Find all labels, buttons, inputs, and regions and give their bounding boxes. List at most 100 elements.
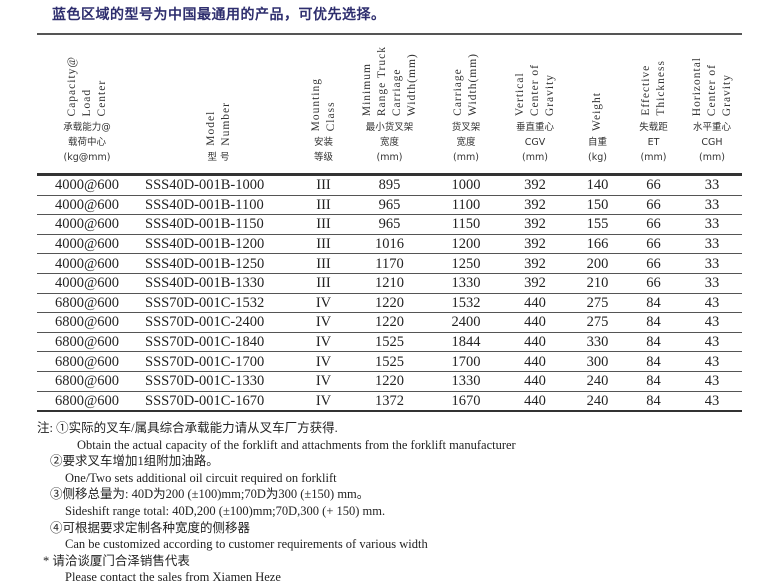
cell-cgv: 440 [500, 293, 570, 314]
header-en-line: Class [324, 101, 337, 131]
cell-mounting-class: IV [300, 293, 347, 314]
header-cgv: Vertical Center of Gravity 垂直重心 CGV (mm) [500, 33, 570, 176]
notes: 注: ①实际的叉车/属具综合承载能力请从叉车厂方获得. Obtain the ac… [37, 420, 516, 586]
cell-model: SSS70D-001C-1330 [137, 371, 300, 392]
cell-carriage-width: 1000 [432, 174, 500, 196]
header-zh-line: (mm) [453, 152, 479, 163]
cell-cgh: 33 [682, 214, 742, 235]
header-en-label: Model Number [204, 102, 234, 146]
header-zh-label: 垂直重心 CGV (mm) [516, 120, 554, 165]
cell-carriage-width: 1532 [432, 293, 500, 314]
header-en-label: Effective Thickness [639, 60, 669, 116]
table-row: 6800@600 SSS70D-001C-1840 IV 1525 1844 440 330… [37, 332, 742, 353]
cell-model: SSS40D-001B-1100 [137, 195, 300, 216]
cell-et: 84 [625, 312, 682, 333]
cell-cgh: 43 [682, 371, 742, 392]
header-zh-line: (kg@mm) [63, 152, 111, 163]
header-en-line: Number [219, 102, 232, 146]
header-en-line: Carriage [452, 68, 464, 116]
header-zh-line: 型 号 [207, 152, 230, 163]
table-row: 6800@600 SSS70D-001C-1670 IV 1372 1670 440 240… [37, 391, 742, 413]
cell-mounting-class: IV [300, 351, 347, 372]
cell-cgv: 392 [500, 234, 570, 255]
header-en-line: Width(mm) [405, 53, 418, 116]
cell-min-carriage-width: 1220 [347, 293, 432, 314]
header-zh-line: 自重 [587, 137, 607, 148]
cell-mounting-class: III [300, 195, 347, 216]
cell-min-carriage-width: 895 [347, 174, 432, 196]
cell-min-carriage-width: 1170 [347, 253, 432, 274]
header-en-line: Gravity [543, 73, 556, 116]
header-en-line: Carriage [390, 68, 403, 116]
cell-et: 84 [625, 351, 682, 372]
cell-mounting-class: IV [300, 391, 347, 413]
note-line: ③侧移总量为: 40D为200 (±100)mm;70D为300 (±150) … [50, 487, 370, 502]
cell-weight: 300 [570, 351, 625, 372]
cell-cgh: 43 [682, 351, 742, 372]
cell-model: SSS40D-001B-1150 [137, 214, 300, 235]
header-en-label: Vertical Center of Gravity [513, 64, 558, 116]
cell-mounting-class: III [300, 273, 347, 294]
header-en-line: Range Truck [375, 45, 388, 116]
cell-model: SSS70D-001C-2400 [137, 312, 300, 333]
cell-et: 84 [625, 332, 682, 353]
header-carriage-width: Carriage Width(mm) 货叉架 宽度 (mm) [432, 33, 500, 176]
header-zh-line: (mm) [699, 152, 725, 163]
cell-weight: 210 [570, 273, 625, 294]
cell-carriage-width: 1700 [432, 351, 500, 372]
header-zh-line: 安装 [313, 137, 333, 148]
cell-cgh: 33 [682, 253, 742, 274]
header-en-line: Width(mm) [467, 53, 479, 116]
cell-carriage-width: 1330 [432, 273, 500, 294]
cell-capacity: 6800@600 [37, 391, 137, 413]
cell-capacity: 4000@600 [37, 234, 137, 255]
header-en-label: Weight [590, 92, 605, 131]
header-en-label: Capacity@ Load Center [65, 56, 110, 116]
header-zh-label: 最小货叉架 宽度 (mm) [366, 120, 414, 165]
header-zh-line: 承载能力@ [63, 122, 111, 133]
cell-cgh: 33 [682, 273, 742, 294]
cell-mounting-class: III [300, 234, 347, 255]
cell-capacity: 6800@600 [37, 332, 137, 353]
cell-min-carriage-width: 965 [347, 214, 432, 235]
cell-capacity: 4000@600 [37, 214, 137, 235]
header-zh-line: (mm) [522, 152, 548, 163]
header-zh-line: 水平重心 [692, 122, 731, 133]
table-row: 6800@600 SSS70D-001C-1330 IV 1220 1330 440 240… [37, 371, 742, 392]
header-zh-line: 等级 [313, 152, 333, 163]
cell-weight: 240 [570, 371, 625, 392]
cell-min-carriage-width: 965 [347, 195, 432, 216]
header-zh-label: 自重 (kg) [588, 135, 607, 165]
cell-min-carriage-width: 1220 [347, 312, 432, 333]
header-zh-line: 宽度 [379, 137, 399, 148]
header-zh-line: ET [647, 137, 660, 148]
cell-cgh: 43 [682, 332, 742, 353]
cell-cgh: 43 [682, 293, 742, 314]
cell-model: SSS70D-001C-1700 [137, 351, 300, 372]
cell-capacity: 6800@600 [37, 371, 137, 392]
cell-mounting-class: III [300, 253, 347, 274]
header-en-line: Weight [591, 92, 603, 131]
note-line: Obtain the actual capacity of the forkli… [77, 437, 516, 452]
cell-carriage-width: 1844 [432, 332, 500, 353]
cell-et: 66 [625, 214, 682, 235]
cell-mounting-class: IV [300, 371, 347, 392]
header-zh-label: 失载距 ET (mm) [639, 120, 668, 165]
table-row: 6800@600 SSS70D-001C-1700 IV 1525 1700 440 300… [37, 351, 742, 372]
cell-carriage-width: 1670 [432, 391, 500, 413]
cell-model: SSS40D-001B-1000 [137, 174, 300, 196]
header-zh-line: 载荷中心 [67, 137, 106, 148]
cell-carriage-width: 1250 [432, 253, 500, 274]
cell-cgv: 392 [500, 253, 570, 274]
header-zh-line: (mm) [640, 152, 667, 163]
cell-min-carriage-width: 1220 [347, 371, 432, 392]
cell-weight: 330 [570, 332, 625, 353]
cell-carriage-width: 1330 [432, 371, 500, 392]
cell-cgv: 440 [500, 391, 570, 413]
note-line: 注: ①实际的叉车/属具综合承载能力请从叉车厂方获得. [37, 421, 338, 435]
cell-weight: 150 [570, 195, 625, 216]
cell-capacity: 4000@600 [37, 273, 137, 294]
table-row: 6800@600 SSS70D-001C-1532 IV 1220 1532 440 275… [37, 293, 742, 314]
header-en-line: Vertical [513, 72, 526, 116]
cell-mounting-class: III [300, 214, 347, 235]
